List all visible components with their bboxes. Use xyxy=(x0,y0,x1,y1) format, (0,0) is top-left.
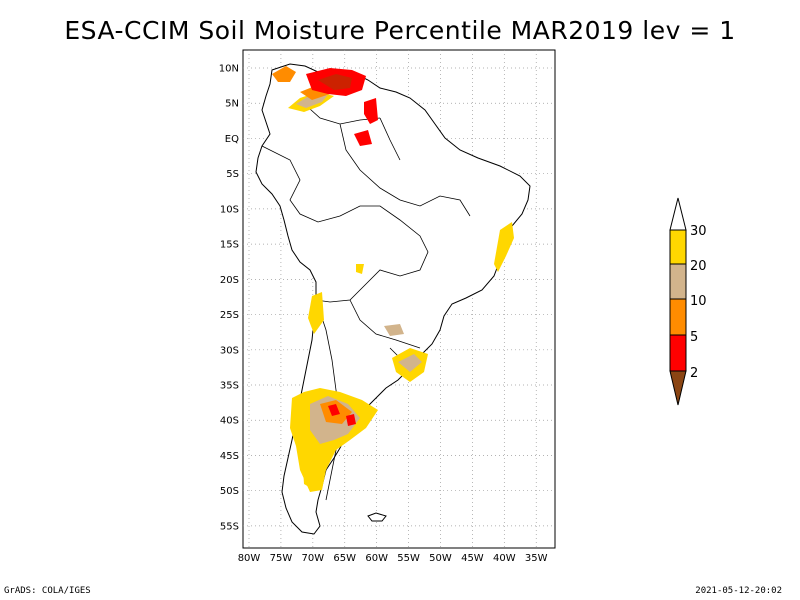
colorbar-top-triangle xyxy=(669,197,687,231)
footer-credit: GrADS: COLA/IGES xyxy=(4,586,91,596)
lat-tick-label: 10N xyxy=(219,64,239,75)
footer-timestamp: 2021-05-12-20:02 xyxy=(695,586,782,596)
lat-tick-label: 30S xyxy=(220,345,239,356)
shade-patagonia-red xyxy=(328,404,356,426)
lon-tick-label: 70W xyxy=(302,553,325,564)
colorbar-legend: 30 20 10 5 2 xyxy=(669,197,707,406)
colorbar-bottom-triangle xyxy=(669,370,687,406)
shade-parana xyxy=(384,324,404,336)
longitude-labels: 80W 75W 70W 65W 60W 55W 50W 45W 40W 35W xyxy=(238,553,548,564)
country-borders xyxy=(261,99,471,501)
lat-tick-label: 10S xyxy=(220,204,239,215)
lon-tick-label: 45W xyxy=(461,553,484,564)
colorbar-label-20: 20 xyxy=(690,259,707,274)
lat-tick-label: 35S xyxy=(220,381,239,392)
colorbar-swatch-5-10 xyxy=(669,298,687,336)
lon-tick-label: 65W xyxy=(333,553,356,564)
shade-north-darkred xyxy=(318,74,352,90)
shade-andes-north xyxy=(308,292,324,334)
shade-uruguay-tan xyxy=(398,354,422,372)
colorbar-swatch-10-20 xyxy=(669,263,687,300)
shade-south-yellow xyxy=(302,450,322,490)
shade-north-orange xyxy=(272,66,330,100)
colorbar-label-2: 2 xyxy=(690,366,698,381)
percentile-shading xyxy=(272,66,514,492)
lat-tick-label: 45S xyxy=(220,451,239,462)
lon-tick-label: 60W xyxy=(365,553,388,564)
latitude-labels: 10N 5N EQ 5S 10S 15S 20S 25S 30S 35S 40S 45S 50S 55S xyxy=(219,64,239,533)
shade-guyana-red xyxy=(354,98,378,146)
colorbar-swatch-2-5 xyxy=(669,334,687,372)
shade-brazil-coast xyxy=(494,222,514,272)
lon-tick-label: 55W xyxy=(397,553,420,564)
lat-tick-label: 40S xyxy=(220,416,239,427)
lon-tick-label: 35W xyxy=(525,553,548,564)
falkland-islands xyxy=(367,512,387,522)
lat-tick-label: EQ xyxy=(225,134,239,145)
colorbar-label-30: 30 xyxy=(690,224,707,239)
lon-tick-label: 40W xyxy=(493,553,516,564)
map-title: ESA-CCIM Soil Moisture Percentile MAR201… xyxy=(64,16,736,45)
colorbar-label-5: 5 xyxy=(690,330,698,345)
lat-tick-label: 5S xyxy=(226,169,239,180)
shade-bolivia xyxy=(356,264,364,274)
lon-tick-label: 50W xyxy=(429,553,452,564)
lat-tick-label: 5N xyxy=(225,99,239,110)
lon-tick-label: 80W xyxy=(238,553,261,564)
lat-tick-label: 50S xyxy=(220,486,239,497)
lat-tick-label: 20S xyxy=(220,275,239,286)
colorbar-swatch-20-30 xyxy=(669,229,687,265)
lat-tick-label: 15S xyxy=(220,240,239,251)
colorbar-label-10: 10 xyxy=(690,294,707,309)
lat-tick-label: 55S xyxy=(220,521,239,532)
lon-tick-label: 75W xyxy=(270,553,293,564)
lat-tick-label: 25S xyxy=(220,310,239,321)
